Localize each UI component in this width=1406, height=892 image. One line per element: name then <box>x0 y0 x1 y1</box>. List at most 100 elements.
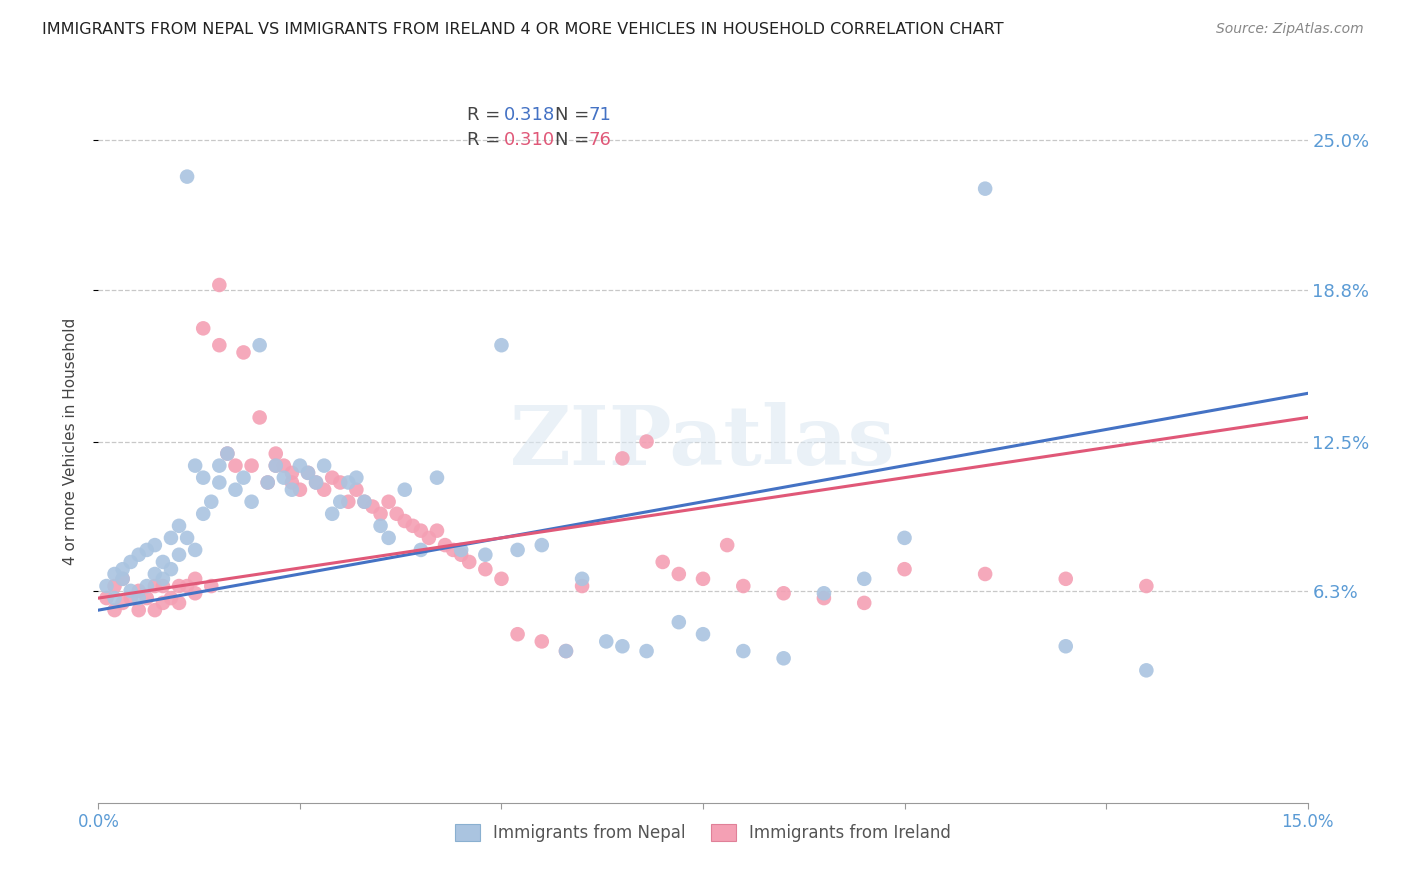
Point <box>208 278 231 293</box>
Text: R =: R = <box>467 106 506 124</box>
Point <box>305 475 328 490</box>
Point <box>394 514 416 528</box>
Point <box>152 596 174 610</box>
Point <box>772 651 794 665</box>
Point <box>288 458 311 473</box>
Text: ZIPatlas: ZIPatlas <box>510 401 896 482</box>
Point <box>120 555 142 569</box>
Point <box>240 494 263 508</box>
Point <box>273 458 295 473</box>
Point <box>974 182 997 196</box>
Point <box>571 572 593 586</box>
Point <box>402 519 425 533</box>
Legend: Immigrants from Nepal, Immigrants from Ireland: Immigrants from Nepal, Immigrants from I… <box>449 817 957 848</box>
Point <box>668 567 690 582</box>
Point <box>273 471 295 485</box>
Point <box>103 591 125 606</box>
Point <box>176 169 198 184</box>
Text: 0.318: 0.318 <box>503 106 555 124</box>
Point <box>441 542 464 557</box>
Point <box>692 627 714 641</box>
Point <box>103 603 125 617</box>
Text: 76: 76 <box>588 131 612 149</box>
Point <box>409 542 432 557</box>
Point <box>193 321 215 335</box>
Point <box>337 475 360 490</box>
Point <box>264 458 287 473</box>
Point <box>337 494 360 508</box>
Point <box>128 591 150 606</box>
Point <box>555 644 578 658</box>
Point <box>128 583 150 598</box>
Point <box>344 471 367 485</box>
Point <box>160 531 183 545</box>
Point <box>595 634 617 648</box>
Point <box>128 603 150 617</box>
Point <box>314 458 336 473</box>
Point <box>370 507 392 521</box>
Point <box>893 562 915 576</box>
Point <box>143 567 166 582</box>
Point <box>612 639 634 653</box>
Point <box>555 644 578 658</box>
Point <box>264 447 287 461</box>
Point <box>733 644 755 658</box>
Point <box>305 475 328 490</box>
Point <box>361 500 384 514</box>
Point <box>120 591 142 606</box>
Point <box>143 538 166 552</box>
Point <box>176 531 198 545</box>
Point <box>385 507 408 521</box>
Point <box>491 338 513 352</box>
Point <box>612 451 634 466</box>
Point <box>152 572 174 586</box>
Point <box>344 483 367 497</box>
Point <box>264 458 287 473</box>
Point <box>184 586 207 600</box>
Point <box>176 579 198 593</box>
Point <box>377 494 399 508</box>
Point <box>193 507 215 521</box>
Point <box>111 562 134 576</box>
Point <box>96 579 118 593</box>
Text: 71: 71 <box>588 106 612 124</box>
Point <box>208 458 231 473</box>
Point <box>506 627 529 641</box>
Point <box>224 458 246 473</box>
Point <box>506 542 529 557</box>
Point <box>853 596 876 610</box>
Point <box>281 466 304 480</box>
Point <box>224 483 246 497</box>
Point <box>426 524 449 538</box>
Point <box>636 644 658 658</box>
Point <box>692 572 714 586</box>
Point <box>474 548 496 562</box>
Point <box>208 475 231 490</box>
Point <box>813 586 835 600</box>
Point <box>111 572 134 586</box>
Point <box>426 471 449 485</box>
Point <box>530 634 553 648</box>
Point <box>167 548 190 562</box>
Point <box>167 579 190 593</box>
Point <box>1135 579 1157 593</box>
Point <box>853 572 876 586</box>
Text: IMMIGRANTS FROM NEPAL VS IMMIGRANTS FROM IRELAND 4 OR MORE VEHICLES IN HOUSEHOLD: IMMIGRANTS FROM NEPAL VS IMMIGRANTS FROM… <box>42 22 1004 37</box>
Point <box>152 579 174 593</box>
Point <box>135 579 157 593</box>
Point <box>135 542 157 557</box>
Point <box>152 555 174 569</box>
Point <box>321 471 343 485</box>
Point <box>1135 664 1157 678</box>
Point <box>571 579 593 593</box>
Text: N =: N = <box>555 131 596 149</box>
Point <box>143 579 166 593</box>
Point <box>377 531 399 545</box>
Point <box>96 591 118 606</box>
Point <box>813 591 835 606</box>
Point <box>1054 572 1077 586</box>
Point <box>232 471 254 485</box>
Point <box>409 524 432 538</box>
Point <box>200 579 222 593</box>
Point <box>329 494 352 508</box>
